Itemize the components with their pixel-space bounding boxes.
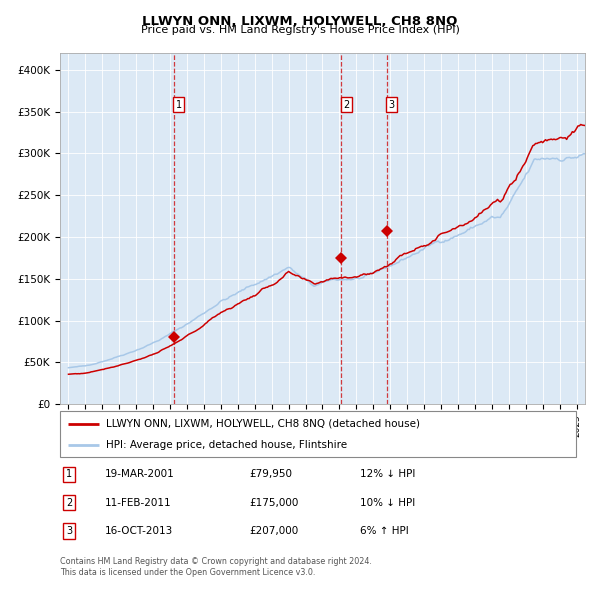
- Text: 6% ↑ HPI: 6% ↑ HPI: [360, 526, 409, 536]
- Text: 12% ↓ HPI: 12% ↓ HPI: [360, 470, 415, 479]
- FancyBboxPatch shape: [60, 411, 576, 457]
- Text: LLWYN ONN, LIXWM, HOLYWELL, CH8 8NQ: LLWYN ONN, LIXWM, HOLYWELL, CH8 8NQ: [142, 15, 458, 28]
- Text: 11-FEB-2011: 11-FEB-2011: [105, 498, 172, 507]
- Text: 1: 1: [176, 100, 182, 110]
- Text: £207,000: £207,000: [249, 526, 298, 536]
- Text: £79,950: £79,950: [249, 470, 292, 479]
- Text: 3: 3: [389, 100, 395, 110]
- Text: 2: 2: [343, 100, 350, 110]
- Text: 16-OCT-2013: 16-OCT-2013: [105, 526, 173, 536]
- Text: 10% ↓ HPI: 10% ↓ HPI: [360, 498, 415, 507]
- Text: LLWYN ONN, LIXWM, HOLYWELL, CH8 8NQ (detached house): LLWYN ONN, LIXWM, HOLYWELL, CH8 8NQ (det…: [106, 419, 421, 429]
- Text: This data is licensed under the Open Government Licence v3.0.: This data is licensed under the Open Gov…: [60, 568, 316, 577]
- Text: Price paid vs. HM Land Registry's House Price Index (HPI): Price paid vs. HM Land Registry's House …: [140, 25, 460, 35]
- Text: HPI: Average price, detached house, Flintshire: HPI: Average price, detached house, Flin…: [106, 440, 347, 450]
- Text: £175,000: £175,000: [249, 498, 298, 507]
- Text: Contains HM Land Registry data © Crown copyright and database right 2024.: Contains HM Land Registry data © Crown c…: [60, 557, 372, 566]
- Text: 3: 3: [66, 526, 72, 536]
- Text: 1: 1: [66, 470, 72, 479]
- Text: 19-MAR-2001: 19-MAR-2001: [105, 470, 175, 479]
- Text: 2: 2: [66, 498, 72, 507]
